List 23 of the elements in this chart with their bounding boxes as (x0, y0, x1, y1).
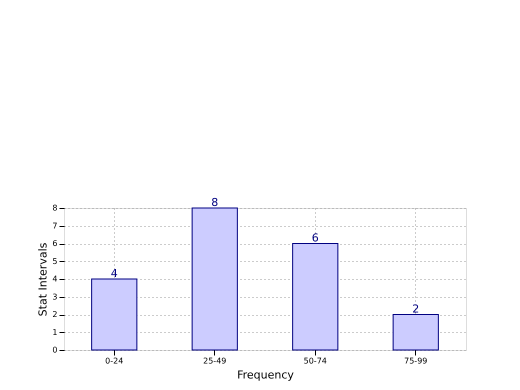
y-tick-label: 7 (52, 221, 58, 230)
y-tick-label: 2 (52, 310, 58, 319)
data-label: 2 (412, 302, 420, 316)
data-label: 4 (110, 267, 118, 280)
bar (292, 243, 338, 350)
bar (392, 314, 439, 350)
y-tick-label: 4 (52, 274, 58, 284)
y-axis-title: Stat Intervals (36, 242, 50, 316)
y-tick-label: 3 (52, 292, 58, 302)
x-tick-label: 0-24 (105, 356, 124, 366)
x-axis-title: Frequency (237, 368, 294, 382)
y-tick-label: 1 (52, 328, 58, 337)
y-tick-label: 6 (52, 239, 58, 248)
y-tick-label: 8 (52, 204, 58, 212)
data-label: 8 (211, 196, 218, 209)
x-tick-label: 50-74 (304, 356, 327, 366)
y-tick-label: 0 (52, 346, 58, 354)
x-tick-label: 75-99 (404, 356, 428, 366)
bar (91, 278, 138, 350)
data-label: 6 (312, 232, 319, 244)
x-tick-label: 25-49 (203, 356, 226, 366)
bar (192, 208, 238, 350)
y-tick-label: 5 (52, 256, 58, 266)
